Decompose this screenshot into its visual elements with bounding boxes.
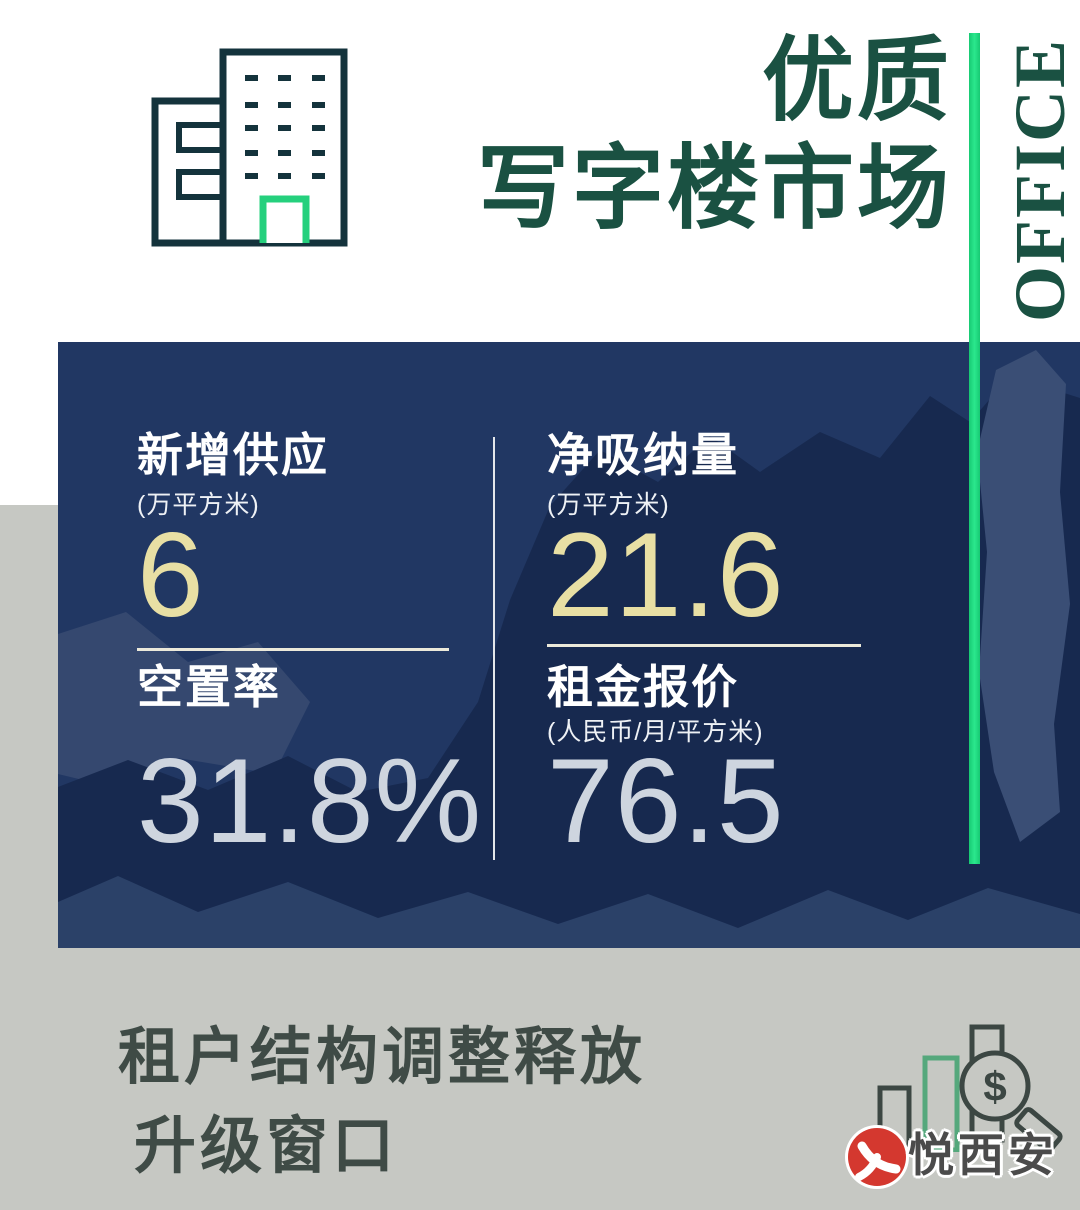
stat-rule-right [547, 644, 861, 647]
stat-net-absorption-unit: (万平方米) [547, 491, 670, 519]
page-title: 优质 写字楼市场 [477, 28, 952, 243]
stat-net-absorption-label: 净吸纳量 [547, 429, 739, 481]
stat-rule-left [137, 648, 449, 651]
stat-vacancy-rate-value: 31.8% [137, 734, 483, 868]
footer-headline: 租户结构调整释放 升级窗口 [118, 1014, 646, 1193]
market-analysis-icon: $ [877, 1024, 1063, 1152]
stat-rent-quote-unit: (人民币/月/平方米) [547, 718, 764, 746]
accent-vertical-line [969, 33, 980, 864]
yuexian-logo-text: 悦西安 [908, 1129, 1058, 1181]
logo-bird-icon [855, 1141, 901, 1181]
yuexian-logo-mark [848, 1128, 906, 1186]
stat-vacancy-rate-label: 空置率 [137, 661, 281, 713]
city-map-silhouette-icon [58, 342, 1080, 948]
headline-line-2: 升级窗口 [134, 1113, 399, 1182]
stat-new-supply-value: 6 [137, 508, 205, 642]
stat-new-supply-unit: (万平方米) [137, 491, 260, 519]
stat-rent-quote-value: 76.5 [547, 734, 785, 868]
title-line-2: 写字楼市场 [476, 137, 952, 240]
dollar-icon: $ [983, 1063, 1006, 1110]
office-vertical-label: OFFICE [1000, 38, 1080, 323]
magnifier-lens-icon [959, 1050, 1031, 1122]
office-buildings-icon [151, 48, 348, 247]
stat-new-supply-label: 新增供应 [137, 429, 329, 481]
stat-rent-quote-label: 租金报价 [547, 661, 739, 713]
stat-net-absorption-value: 21.6 [547, 508, 785, 642]
title-line-1: 优质 [761, 30, 952, 132]
stats-panel: 新增供应 (万平方米) 6 净吸纳量 (万平方米) 21.6 空置率 31.8%… [58, 342, 1080, 948]
headline-line-1: 租户结构调整释放 [118, 1024, 647, 1092]
stats-vertical-divider [493, 437, 495, 860]
magnifier-handle-icon [1014, 1107, 1063, 1152]
